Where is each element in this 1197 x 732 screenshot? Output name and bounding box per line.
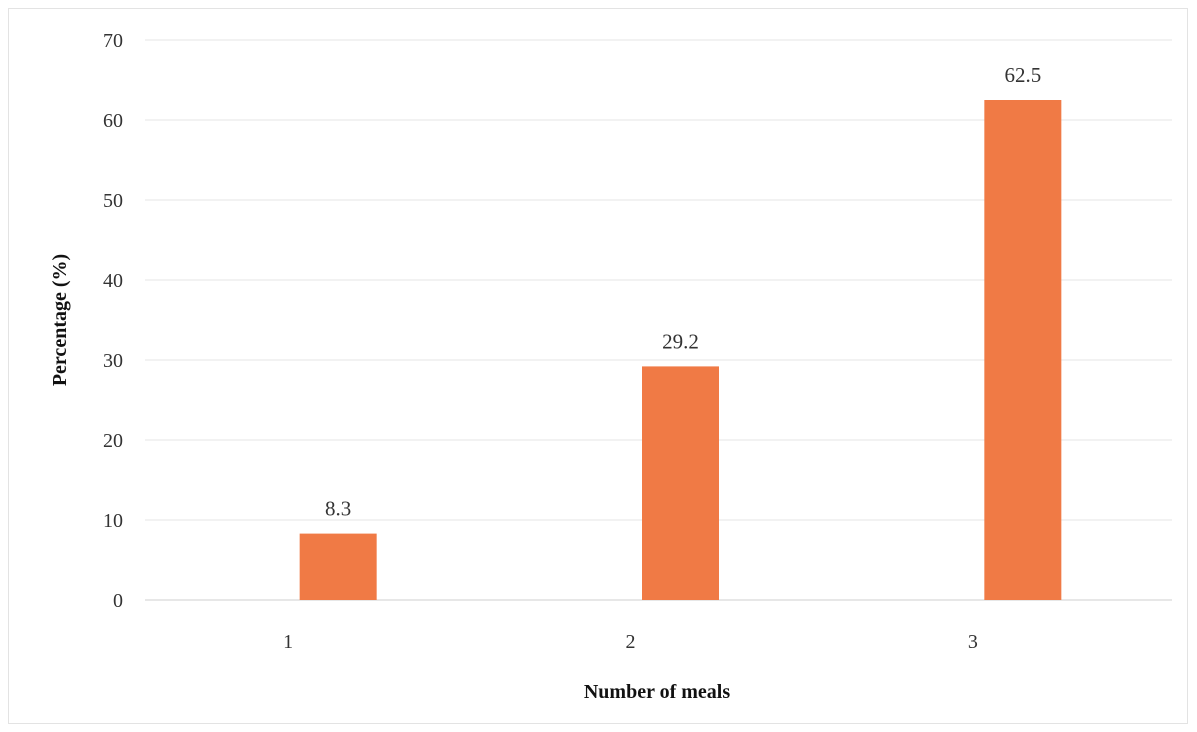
y-tick-label: 40 (103, 270, 123, 292)
bar-1 (299, 533, 377, 600)
x-tick-label: 1 (283, 631, 293, 653)
bars (299, 100, 1062, 600)
y-axis-ticks: 0 10 20 30 40 50 60 70 (103, 30, 123, 612)
x-axis-ticks: 1 2 3 (283, 631, 978, 653)
x-axis-title: Number of meals (584, 681, 730, 703)
y-tick-label: 50 (103, 190, 123, 212)
x-tick-label: 3 (968, 631, 978, 653)
y-tick-label: 60 (103, 110, 123, 132)
data-label: 62.5 (1004, 63, 1041, 87)
y-tick-label: 10 (103, 510, 123, 532)
y-axis-title: Percentage (%) (49, 254, 71, 386)
bar-3 (984, 100, 1062, 600)
y-tick-label: 20 (103, 430, 123, 452)
y-tick-label: 0 (113, 590, 123, 612)
x-tick-label: 2 (626, 631, 636, 653)
data-label: 8.3 (325, 497, 351, 521)
data-labels: 8.3 29.2 62.5 (325, 63, 1041, 521)
y-tick-label: 70 (103, 30, 123, 52)
y-tick-label: 30 (103, 350, 123, 372)
bar-2 (642, 366, 719, 600)
data-label: 29.2 (662, 329, 699, 353)
